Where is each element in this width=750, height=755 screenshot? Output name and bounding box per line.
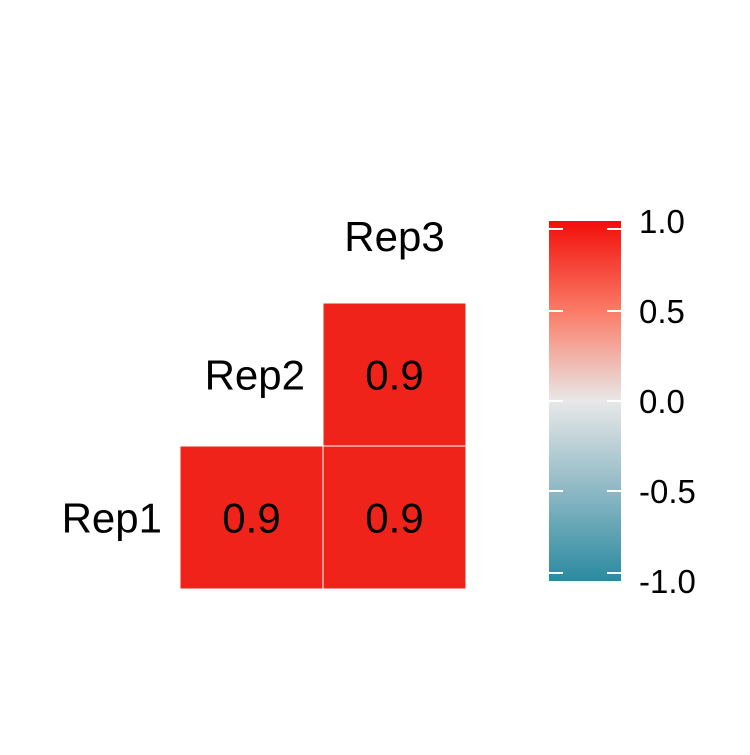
column-label-rep3: Rep3 xyxy=(344,213,444,260)
heatmap-cell-rep1-rep3 xyxy=(322,445,467,590)
variable-labels: Rep1 Rep2 Rep3 xyxy=(62,213,445,542)
row-label-rep1: Rep1 xyxy=(62,495,162,542)
legend-tick-label: 0.5 xyxy=(639,293,685,330)
heatmap-cells: 0.9 0.9 0.9 xyxy=(179,302,467,590)
heatmap-cell-rep2-rep3 xyxy=(322,302,467,447)
cell-value-label: 0.9 xyxy=(365,352,423,399)
legend-tick-label: -1.0 xyxy=(639,563,696,600)
heatmap-cell-rep1-rep2 xyxy=(179,445,324,590)
legend-tick-label: 1.0 xyxy=(639,203,685,240)
color-legend: 1.0 0.5 0.0 -0.5 -1.0 xyxy=(549,203,696,600)
row-label-rep2: Rep2 xyxy=(205,352,305,399)
cell-value-label: 0.9 xyxy=(365,495,423,542)
legend-tick-label: 0.0 xyxy=(639,383,685,420)
legend-tick-label: -0.5 xyxy=(639,473,696,510)
cell-value-label: 0.9 xyxy=(222,495,280,542)
